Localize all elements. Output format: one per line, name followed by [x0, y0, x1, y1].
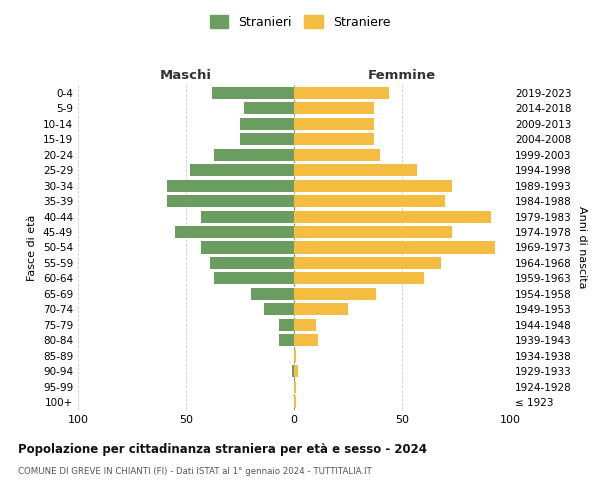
Y-axis label: Fasce di età: Fasce di età	[28, 214, 37, 280]
Bar	[294, 288, 376, 300]
Text: Femmine: Femmine	[368, 69, 436, 82]
Bar	[212, 86, 294, 99]
Bar	[294, 195, 445, 207]
Bar	[294, 210, 491, 222]
Bar	[292, 366, 294, 378]
Bar	[167, 180, 294, 192]
Bar	[294, 350, 296, 362]
Bar	[240, 133, 294, 145]
Bar	[294, 257, 441, 269]
Bar	[294, 366, 298, 378]
Bar	[294, 242, 495, 254]
Text: Popolazione per cittadinanza straniera per età e sesso - 2024: Popolazione per cittadinanza straniera p…	[18, 442, 427, 456]
Bar	[294, 133, 374, 145]
Bar	[294, 334, 318, 346]
Bar	[294, 381, 296, 393]
Y-axis label: Anni di nascita: Anni di nascita	[577, 206, 587, 288]
Text: Maschi: Maschi	[160, 69, 212, 82]
Legend: Stranieri, Straniere: Stranieri, Straniere	[206, 11, 394, 32]
Bar	[279, 319, 294, 331]
Bar	[294, 272, 424, 284]
Bar	[294, 180, 452, 192]
Bar	[214, 272, 294, 284]
Bar	[294, 396, 296, 408]
Bar	[279, 334, 294, 346]
Bar	[244, 102, 294, 114]
Text: COMUNE DI GREVE IN CHIANTI (FI) - Dati ISTAT al 1° gennaio 2024 - TUTTITALIA.IT: COMUNE DI GREVE IN CHIANTI (FI) - Dati I…	[18, 468, 372, 476]
Bar	[294, 164, 417, 176]
Bar	[251, 288, 294, 300]
Bar	[210, 257, 294, 269]
Bar	[294, 118, 374, 130]
Bar	[167, 195, 294, 207]
Bar	[294, 226, 452, 238]
Bar	[190, 164, 294, 176]
Bar	[201, 242, 294, 254]
Bar	[294, 86, 389, 99]
Bar	[214, 148, 294, 160]
Bar	[240, 118, 294, 130]
Bar	[294, 304, 348, 316]
Bar	[294, 148, 380, 160]
Bar	[294, 319, 316, 331]
Bar	[264, 304, 294, 316]
Bar	[294, 102, 374, 114]
Bar	[175, 226, 294, 238]
Bar	[201, 210, 294, 222]
